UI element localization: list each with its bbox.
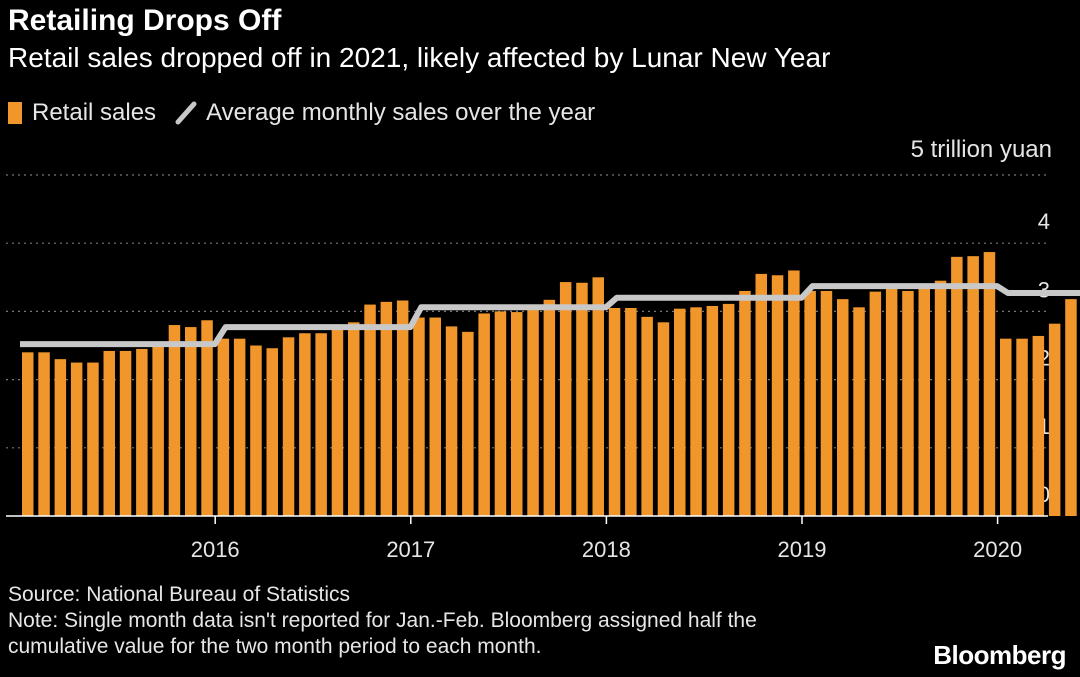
bar (462, 331, 474, 516)
bar (869, 291, 882, 516)
bar (103, 350, 115, 516)
bar (918, 288, 930, 516)
bar (348, 322, 360, 516)
bar (494, 311, 507, 516)
bar (771, 275, 784, 516)
average-line-swatch-icon (175, 101, 197, 125)
y-tick-label: 4 (1038, 209, 1050, 234)
x-tick-label: 2018 (582, 537, 631, 562)
bar (706, 305, 719, 516)
bar (902, 290, 914, 516)
bar (511, 312, 523, 516)
bar (250, 345, 262, 516)
bar (299, 333, 311, 516)
bar (527, 310, 539, 516)
y-tick-label: 3 (1038, 277, 1050, 302)
bar (837, 299, 849, 516)
retail-sales-swatch-icon (8, 102, 22, 124)
bar (478, 313, 490, 516)
bar (690, 307, 702, 516)
bar (413, 317, 425, 516)
bar (1000, 338, 1012, 516)
legend-average-label: Average monthly sales over the year (206, 99, 596, 126)
bar (1065, 299, 1077, 516)
legend: Retail sales Average monthly sales over … (8, 98, 595, 128)
source-note: Source: National Bureau of Statistics (8, 583, 351, 606)
bar (755, 273, 767, 516)
note-line-1: Note: Single month data isn't reported f… (8, 609, 757, 632)
bar (788, 270, 800, 516)
y-axis-unit-label: 5 trillion yuan (910, 136, 1052, 163)
bar (380, 301, 393, 516)
bar (331, 328, 344, 516)
bar (136, 348, 148, 516)
bar (967, 256, 979, 516)
bar (1016, 338, 1028, 516)
bar (657, 322, 670, 516)
x-tick-label: 2017 (386, 537, 435, 562)
x-tick-label: 2016 (191, 537, 240, 562)
bar (739, 290, 751, 516)
bar (543, 299, 556, 516)
bar (396, 300, 409, 516)
bar (853, 307, 865, 516)
bar (1048, 323, 1061, 516)
bar (885, 284, 898, 516)
legend-retail-sales-label: Retail sales (32, 99, 157, 126)
bar (983, 252, 996, 517)
bar (641, 316, 653, 516)
chart-subtitle: Retail sales dropped off in 2021, likely… (8, 42, 831, 73)
bar (119, 350, 132, 516)
bar (674, 308, 686, 516)
bar (168, 325, 181, 516)
bar (592, 277, 604, 516)
bar (951, 256, 963, 516)
bar (233, 338, 246, 516)
bar (70, 362, 83, 516)
bar (934, 280, 947, 516)
bar (315, 333, 327, 516)
bar (625, 307, 637, 516)
bar (38, 352, 50, 516)
bar (201, 320, 213, 516)
bar (722, 303, 735, 516)
bar (608, 307, 621, 516)
bar (152, 343, 164, 516)
bar (576, 282, 588, 516)
footer: Source: National Bureau of Statistics No… (8, 582, 757, 660)
bar (445, 326, 458, 516)
bar (87, 362, 99, 516)
bar (429, 317, 441, 516)
bar (54, 359, 67, 516)
bar (820, 290, 833, 516)
x-tick-label: 2020 (973, 537, 1022, 562)
bar (364, 304, 376, 516)
bloomberg-logo: Bloomberg (933, 640, 1066, 670)
bar (266, 348, 278, 516)
bar (282, 337, 295, 516)
bar (217, 338, 230, 516)
bar (804, 290, 816, 516)
bar (22, 352, 34, 516)
note-line-2: cumulative value for the two month perio… (8, 635, 542, 658)
average-line (20, 283, 1080, 348)
x-tick-label: 2019 (778, 537, 827, 562)
bar (559, 282, 572, 516)
bar (1032, 335, 1045, 516)
chart-title: Retailing Drops Off (8, 4, 282, 37)
bar (185, 327, 197, 516)
